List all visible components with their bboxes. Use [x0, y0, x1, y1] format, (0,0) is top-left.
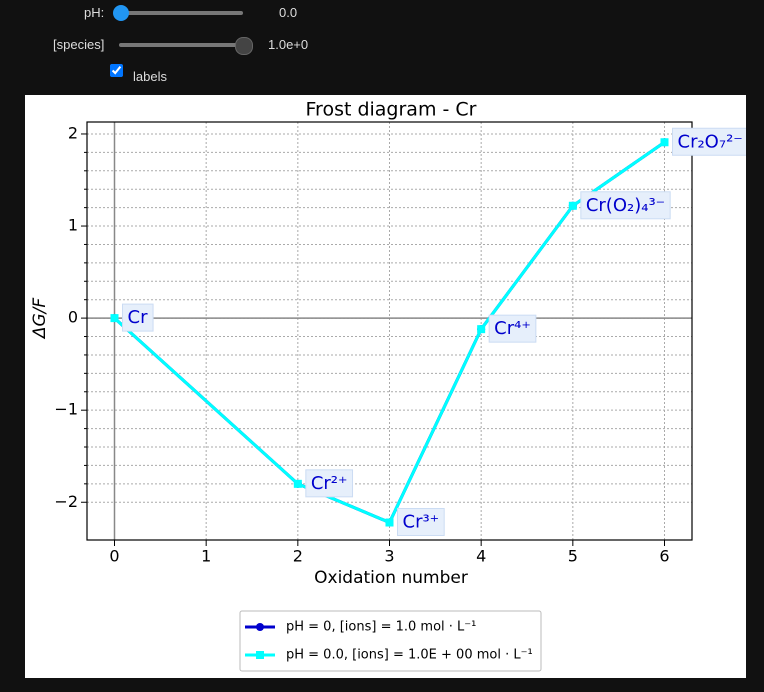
x-tick-label: 6 [659, 547, 669, 566]
chart-title: Frost diagram - Cr [306, 99, 477, 121]
species-label: [species] [53, 37, 105, 52]
ph-slider-handle[interactable] [113, 5, 129, 21]
x-tick-label: 4 [476, 547, 486, 566]
labels-checkbox[interactable] [110, 64, 123, 77]
y-tick-label: −2 [54, 492, 78, 511]
plot-frame [86, 121, 693, 541]
label-box [672, 127, 746, 156]
species-slider-handle[interactable] [235, 37, 253, 55]
y-tick-label: −1 [54, 400, 78, 419]
ph-slider[interactable] [119, 11, 243, 15]
chart: Frost diagram - Cr Oxidation number ΔG/F… [25, 95, 746, 678]
point [385, 518, 394, 527]
species-value: 1.0e+0 [268, 37, 309, 52]
legend-label: pH = 0, [ions] = 1.0 mol · L⁻¹ [286, 620, 476, 635]
y-axis-label: ΔG/F [30, 298, 50, 341]
x-axis-label: Oxidation number [314, 568, 468, 588]
label-box [122, 303, 154, 332]
x-tick-label: 0 [109, 547, 119, 566]
point [477, 325, 486, 334]
checkbox-label: labels [133, 69, 167, 84]
label-box [580, 191, 671, 220]
y-tick-label: 0 [68, 308, 78, 327]
x-tick-label: 2 [293, 547, 303, 566]
label-box [488, 314, 537, 343]
legend: pH = 0, [ions] = 1.0 mol · L⁻¹ pH = 0.0, … [239, 610, 542, 672]
point-label: Cr⁴⁺ [494, 318, 531, 339]
point [293, 479, 302, 488]
x-tick-label: 3 [384, 547, 394, 566]
point-label: Cr²⁺ [311, 473, 348, 494]
point-label: Cr [128, 307, 149, 328]
point-label: Cr₂O₇²⁻ [678, 131, 743, 152]
point [660, 138, 669, 147]
ph-label: pH: [84, 5, 105, 20]
ph-value: 0.0 [279, 5, 298, 20]
y-tick-label: 1 [68, 216, 78, 235]
point-label: Cr³⁺ [403, 512, 440, 533]
species-slider[interactable] [119, 43, 243, 47]
point [568, 201, 577, 210]
y-tick-label: 2 [68, 123, 78, 142]
legend-marker [256, 651, 264, 659]
x-tick-label: 1 [201, 547, 211, 566]
point [110, 314, 119, 323]
point-label: Cr(O₂)₄³⁻ [586, 195, 665, 216]
legend-label: pH = 0.0, [ions] = 1.0E + 00 mol · L⁻¹ [286, 648, 533, 663]
label-box [397, 508, 445, 537]
legend-box [239, 610, 542, 672]
legend-marker [256, 623, 264, 631]
x-tick-label: 5 [568, 547, 578, 566]
label-box [305, 469, 354, 498]
